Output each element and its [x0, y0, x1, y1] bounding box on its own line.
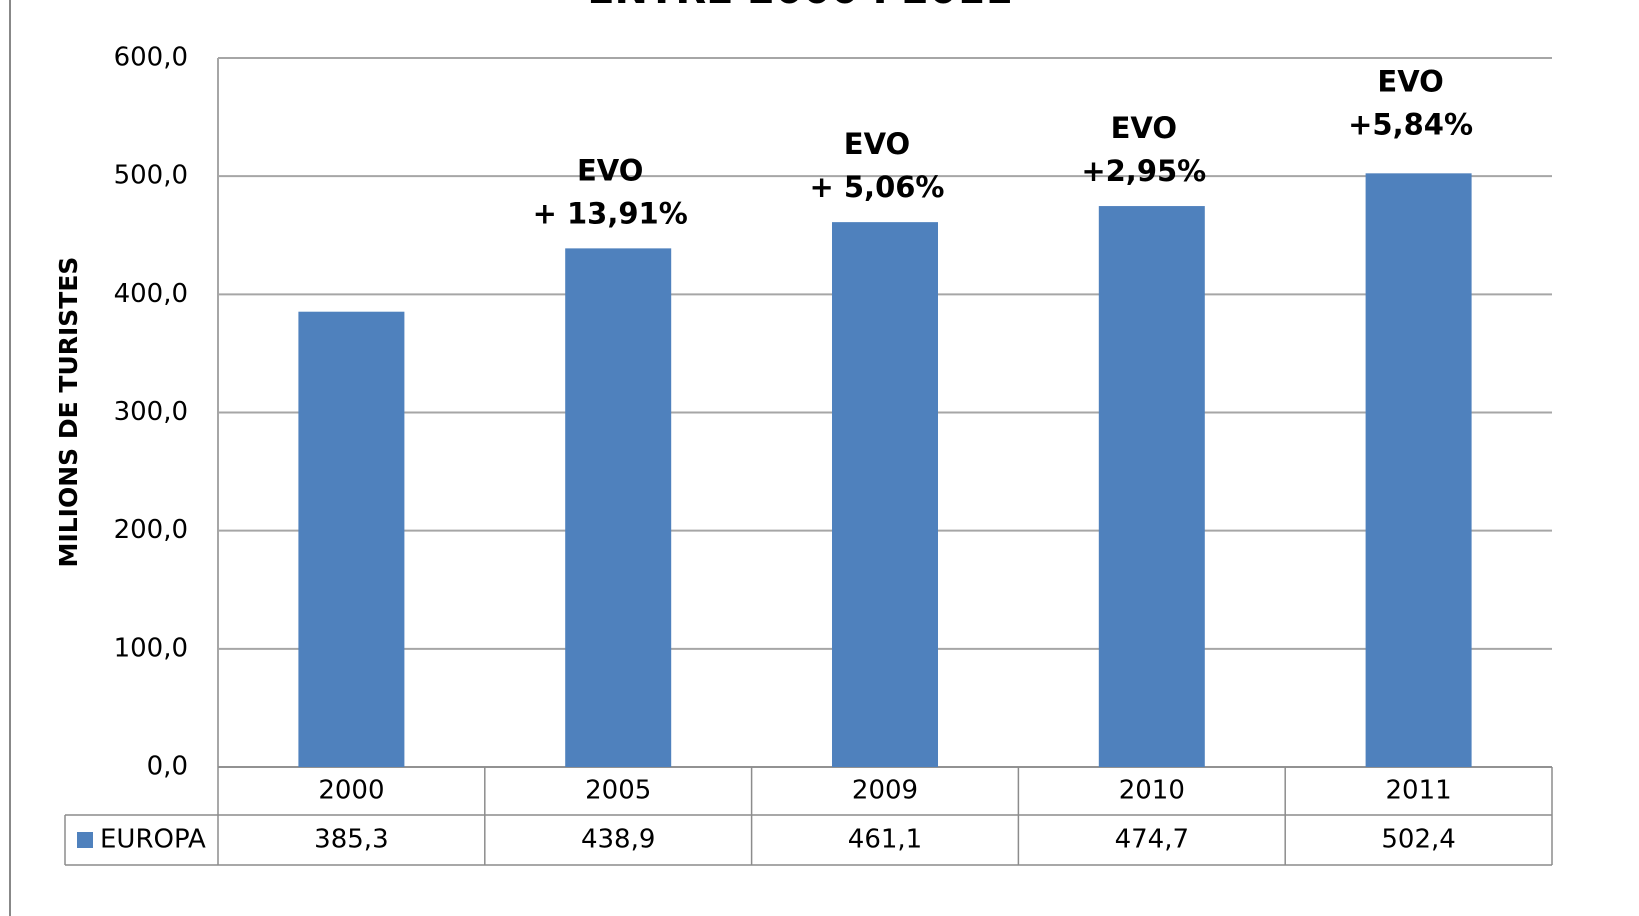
y-tick-label: 300,0	[114, 397, 188, 427]
annotation: +5,84%	[1348, 107, 1473, 141]
x-tick-label: 2010	[1119, 776, 1185, 806]
table-value: 461,1	[848, 825, 922, 855]
annotation: EVO	[577, 153, 643, 187]
y-tick-label: 0,0	[147, 752, 188, 782]
legend-label: EUROPA	[100, 825, 206, 855]
annotation: EVO	[1111, 111, 1177, 145]
x-tick-label: 2011	[1386, 776, 1452, 806]
bar	[298, 311, 405, 767]
y-tick-label: 400,0	[114, 279, 188, 309]
chart-title: ENTRE 2000 I 2011	[587, 0, 1013, 13]
annotation: EVO	[1377, 64, 1443, 98]
x-tick-label: 2005	[585, 776, 651, 806]
y-tick-label: 200,0	[114, 515, 188, 545]
table-value: 502,4	[1381, 825, 1455, 855]
bar	[565, 248, 672, 767]
x-tick-label: 2000	[318, 776, 384, 806]
table-value: 438,9	[581, 825, 655, 855]
annotation: EVO	[844, 127, 910, 161]
bar	[1098, 206, 1205, 767]
table-value: 474,7	[1115, 825, 1189, 855]
y-tick-label: 500,0	[114, 161, 188, 191]
bar	[1365, 173, 1472, 767]
annotation: + 5,06%	[809, 170, 944, 204]
legend-swatch	[77, 832, 93, 848]
y-tick-label: 100,0	[114, 633, 188, 663]
y-axis-label: MILIONS DE TURISTES	[54, 257, 83, 568]
x-tick-label: 2009	[852, 776, 918, 806]
table-value: 385,3	[314, 825, 388, 855]
y-tick-label: 600,0	[114, 43, 188, 73]
annotation: +2,95%	[1081, 154, 1206, 188]
annotation: + 13,91%	[533, 196, 688, 230]
bar	[832, 222, 938, 768]
